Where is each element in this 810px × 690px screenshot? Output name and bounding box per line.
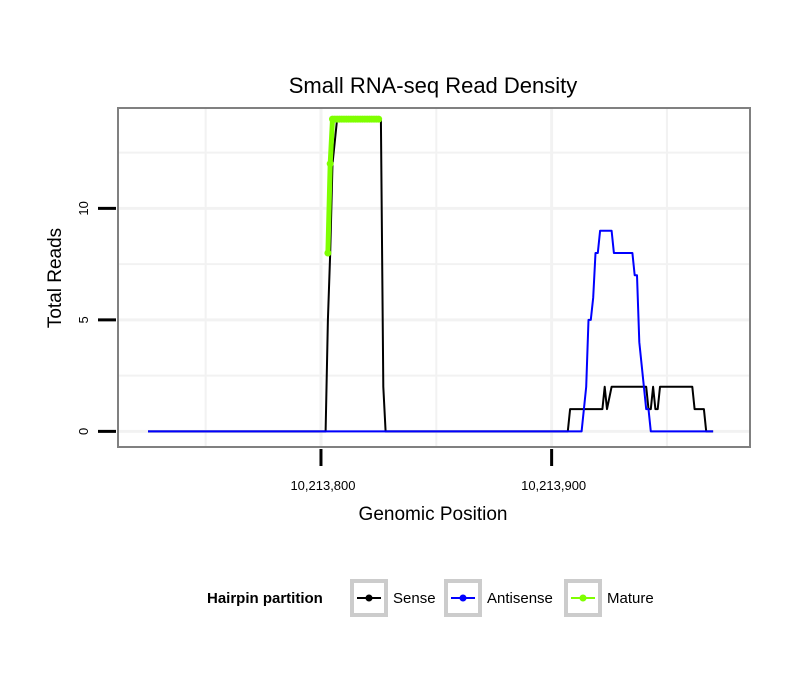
x-tick-label: 10,213,900 <box>521 478 586 493</box>
legend-title: Hairpin partition <box>207 590 323 607</box>
legend: Hairpin partition Sense Antisense Mature <box>207 579 654 617</box>
y-tick-label: 5 <box>76 316 91 323</box>
legend-label-antisense: Antisense <box>487 590 553 607</box>
y-tick-label: 10 <box>76 201 91 215</box>
series-point-mature <box>326 160 334 168</box>
legend-label-sense: Sense <box>393 590 436 607</box>
legend-key-point-antisense <box>459 594 467 602</box>
legend-label-mature: Mature <box>607 590 654 607</box>
series-point-mature <box>375 115 383 123</box>
series-point-mature <box>324 249 332 257</box>
chart-title: Small RNA-seq Read Density <box>289 73 578 98</box>
legend-entries: Sense Antisense Mature <box>350 579 654 617</box>
plot-border <box>117 107 751 448</box>
x-axis: 10,213,800 10,213,900 <box>290 449 586 493</box>
plot-background <box>117 107 751 448</box>
y-axis: 0 5 10 <box>76 201 116 435</box>
x-tick-label: 10,213,800 <box>290 478 355 493</box>
plot-panel <box>117 107 751 448</box>
x-axis-title: Genomic Position <box>359 504 508 525</box>
legend-key-point-sense <box>365 594 373 602</box>
y-axis-title: Total Reads <box>45 228 66 328</box>
legend-key-point-mature <box>579 594 587 602</box>
series-layer <box>148 115 714 433</box>
series-line-antisense <box>148 229 714 433</box>
y-tick-label: 0 <box>76 428 91 435</box>
